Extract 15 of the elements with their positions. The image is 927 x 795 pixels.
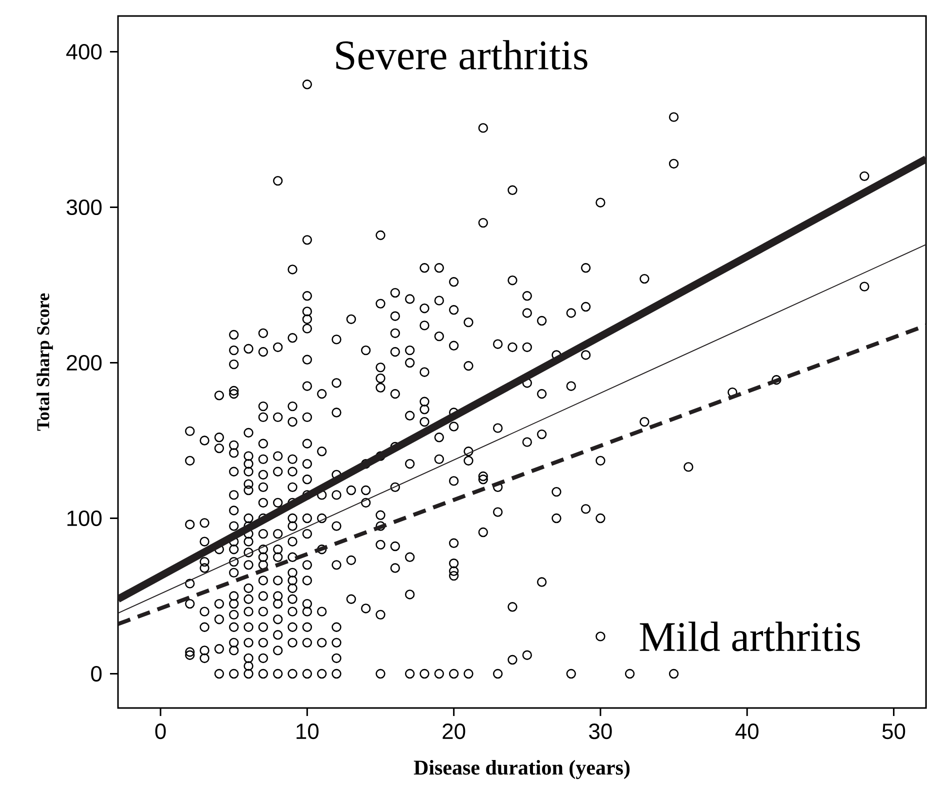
- y-axis-title: Total Sharp Score: [36, 293, 53, 431]
- y-tick-label: 0: [91, 666, 102, 682]
- y-tick-label: 200: [66, 354, 102, 371]
- x-tick-label: 10: [296, 724, 319, 740]
- x-tick-label: 20: [442, 724, 466, 740]
- x-axis-title: Disease duration (years): [414, 760, 630, 780]
- y-tick-label: 300: [66, 199, 102, 216]
- annotation: Severe arthritis: [336, 40, 588, 70]
- y-tick-label: 400: [66, 44, 102, 60]
- x-tick-label: 50: [882, 724, 906, 740]
- annotation: Mild arthritis: [640, 622, 860, 652]
- x-tick-label: 0: [155, 724, 166, 740]
- x-tick-label: 40: [735, 724, 758, 740]
- y-tick-label: 100: [67, 510, 102, 526]
- x-tick-label: 30: [589, 724, 612, 740]
